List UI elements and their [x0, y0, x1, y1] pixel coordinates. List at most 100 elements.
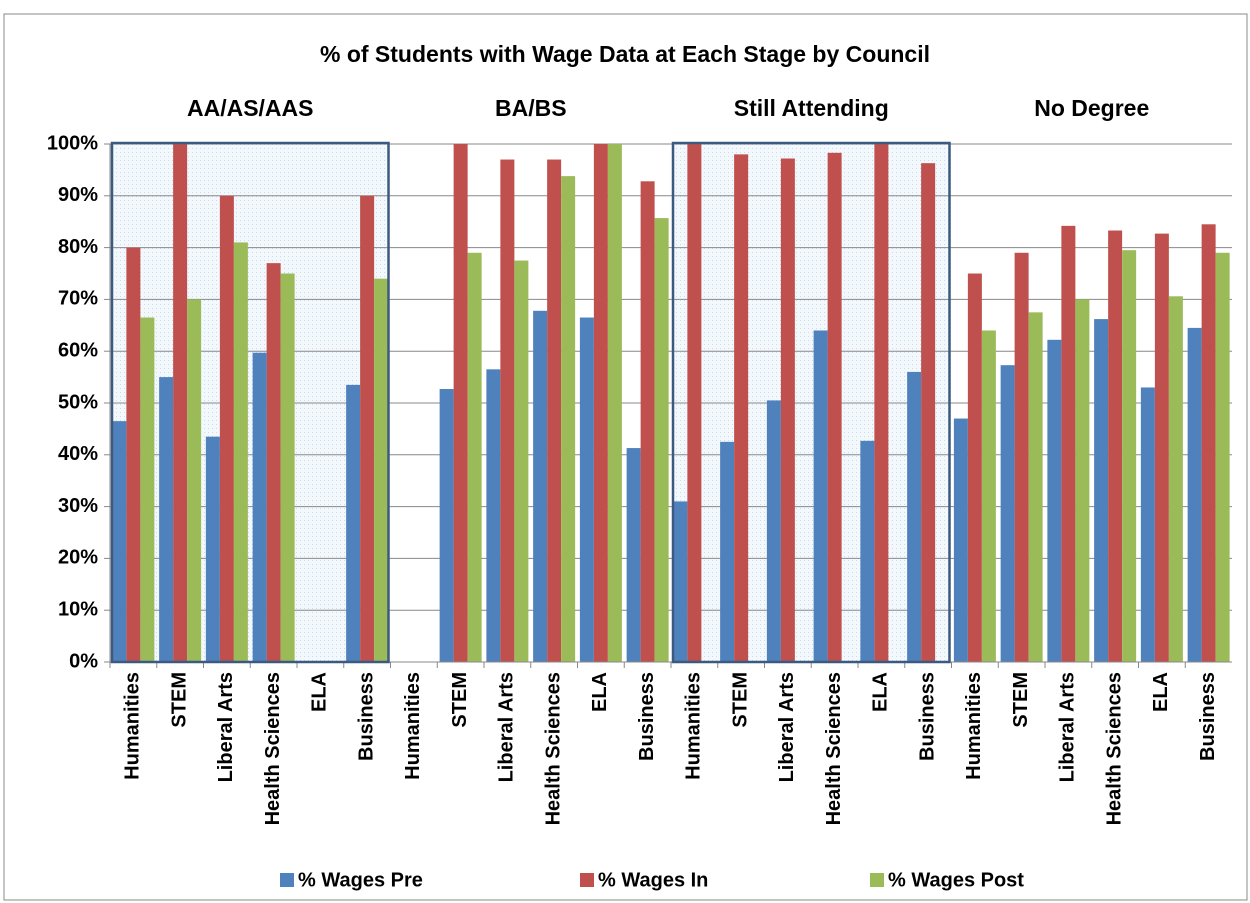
x-tick-label: Liberal Arts	[776, 672, 798, 782]
bar	[874, 144, 889, 662]
bar	[1154, 233, 1169, 662]
x-tick-label: Humanities	[963, 672, 985, 780]
y-tick-label: 10%	[58, 598, 98, 620]
bar	[439, 389, 454, 662]
x-tick-label: STEM	[1010, 672, 1032, 728]
legend-swatch	[870, 873, 884, 887]
bar	[533, 310, 548, 662]
y-tick-label: 80%	[58, 236, 98, 258]
bar	[607, 144, 622, 662]
bar	[1108, 230, 1123, 663]
legend-swatch	[580, 873, 594, 887]
bar	[907, 371, 922, 662]
bar	[514, 260, 529, 662]
y-tick-label: 50%	[58, 391, 98, 413]
y-tick-label: 40%	[58, 443, 98, 465]
bar	[112, 421, 127, 662]
bar	[205, 436, 220, 662]
bar	[921, 163, 936, 662]
bar	[766, 400, 781, 662]
bar	[593, 144, 608, 662]
bar	[579, 317, 594, 662]
bar	[813, 330, 828, 662]
bar	[967, 273, 982, 662]
bar	[126, 247, 141, 662]
group-label: No Degree	[1034, 95, 1149, 121]
chart-title: % of Students with Wage Data at Each Sta…	[320, 41, 930, 67]
x-tick-label: ELA	[309, 672, 331, 712]
bar	[1140, 387, 1155, 662]
x-tick-label: ELA	[870, 672, 892, 712]
x-tick-label: ELA	[589, 672, 611, 712]
x-tick-label: Humanities	[402, 672, 424, 780]
bar	[1122, 250, 1137, 662]
y-tick-label: 100%	[47, 132, 98, 154]
y-tick-label: 60%	[58, 339, 98, 361]
x-tick-label: Business	[1197, 672, 1219, 761]
bar	[720, 441, 735, 662]
bar	[1201, 224, 1216, 663]
bar	[500, 159, 515, 663]
bar	[626, 448, 641, 662]
group-label: BA/BS	[495, 95, 567, 121]
bar	[453, 144, 468, 662]
bar	[1094, 319, 1109, 662]
legend-label: % Wages In	[598, 869, 708, 891]
bar	[140, 317, 155, 662]
bar	[233, 242, 248, 663]
bar	[280, 273, 295, 662]
bar	[673, 501, 688, 662]
bar	[266, 263, 281, 662]
bar	[1075, 299, 1090, 662]
bar	[467, 252, 482, 662]
bar	[360, 195, 375, 663]
y-tick-label: 20%	[58, 547, 98, 569]
bar	[219, 195, 234, 663]
bar	[159, 377, 174, 662]
bar	[561, 176, 576, 662]
legend-label: % Wages Pre	[298, 869, 423, 891]
legend-label: % Wages Post	[888, 869, 1024, 891]
bar	[860, 440, 875, 662]
legend-swatch	[280, 873, 294, 887]
x-tick-label: Liberal Arts	[1057, 672, 1079, 782]
x-tick-label: Health Sciences	[262, 672, 284, 825]
bar	[953, 418, 968, 662]
x-tick-label: Liberal Arts	[496, 672, 518, 782]
x-tick-label: Business	[636, 672, 658, 761]
group-frame	[110, 141, 390, 664]
x-tick-label: Health Sciences	[542, 672, 564, 825]
x-tick-label: ELA	[1150, 672, 1172, 712]
bar	[252, 352, 267, 662]
y-tick-label: 90%	[58, 184, 98, 206]
x-tick-label: Liberal Arts	[215, 672, 237, 782]
bar	[1215, 252, 1230, 662]
x-tick-label: Business	[355, 672, 377, 761]
bar	[173, 144, 188, 662]
bar	[1047, 339, 1062, 662]
bar	[374, 278, 389, 662]
bar	[734, 154, 749, 663]
bar	[187, 299, 202, 662]
y-tick-label: 30%	[58, 495, 98, 517]
group-frame	[671, 141, 951, 664]
bar	[1187, 327, 1202, 662]
bar	[1061, 225, 1076, 662]
bar	[346, 384, 361, 662]
bar	[486, 369, 501, 662]
bar	[827, 152, 842, 662]
bar	[1014, 252, 1029, 662]
bar	[1168, 296, 1183, 662]
bar	[1028, 312, 1043, 662]
y-tick-label: 70%	[58, 288, 98, 310]
group-label: AA/AS/AAS	[187, 95, 314, 121]
x-tick-label: STEM	[449, 672, 471, 728]
bar	[640, 181, 655, 662]
chart-frame	[3, 13, 1248, 901]
x-tick-label: Humanities	[683, 672, 705, 780]
bar	[780, 158, 795, 662]
bar	[654, 218, 669, 662]
x-tick-label: Humanities	[122, 672, 144, 780]
bar	[981, 330, 996, 662]
